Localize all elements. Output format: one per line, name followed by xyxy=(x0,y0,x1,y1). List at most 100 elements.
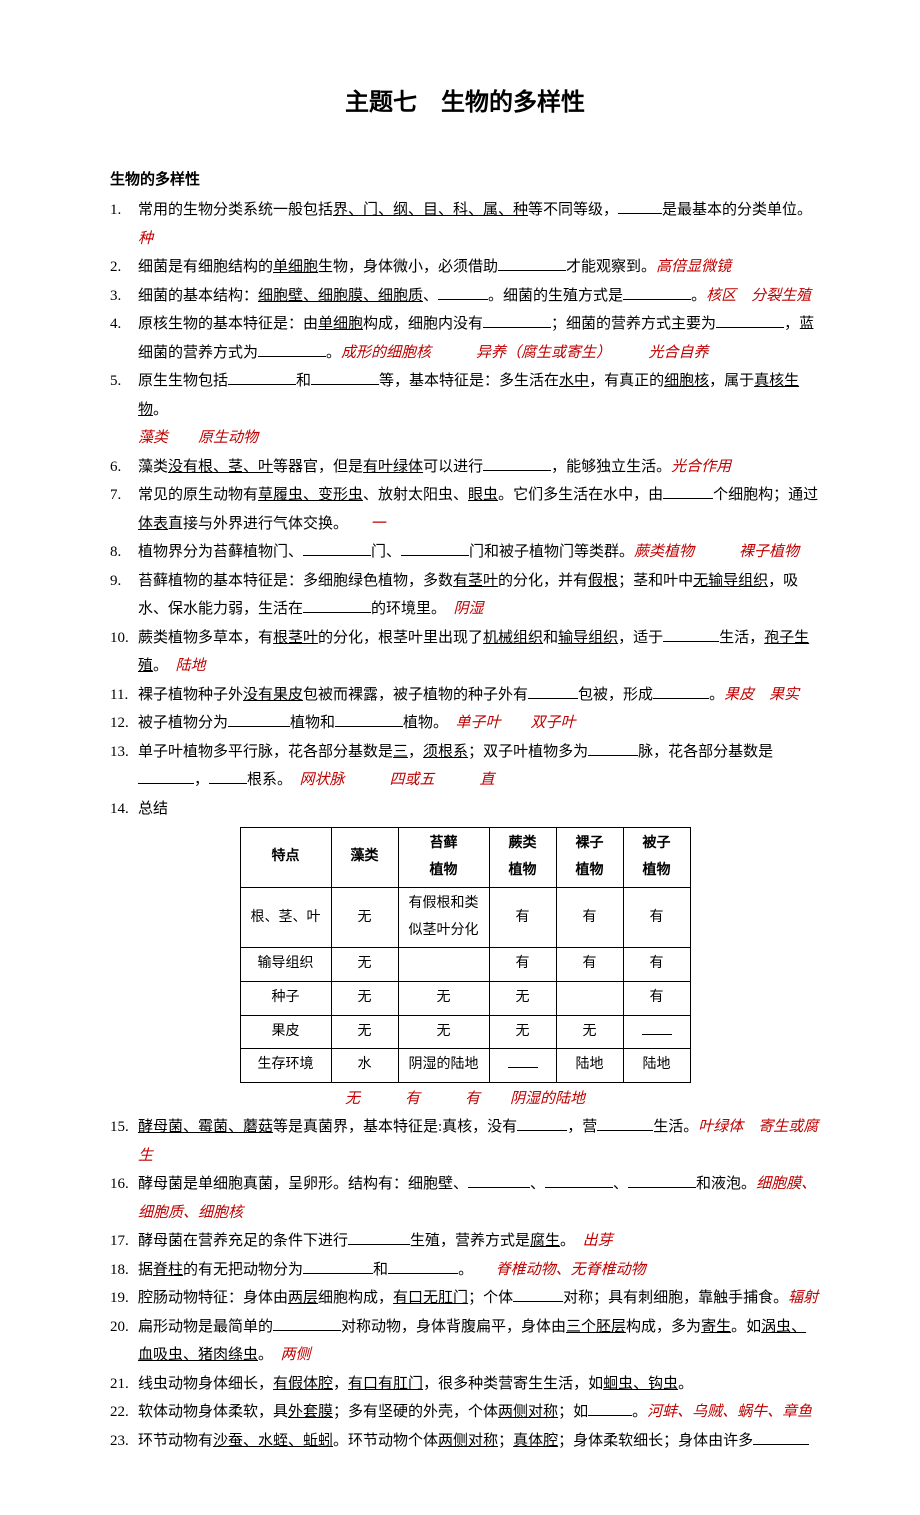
table-cell: 有 xyxy=(623,948,690,982)
table-cell: 无 xyxy=(331,1015,398,1049)
question-item: 12.被子植物分为植物和植物。 单子叶 双子叶 xyxy=(110,709,820,738)
question-item: 10.蕨类植物多草本，有根茎叶的分化，根茎叶里出现了机械组织和输导组织，适于生活… xyxy=(110,624,820,681)
question-item: 18. 据脊柱的有无把动物分为和。 脊椎动物、无脊椎动物 xyxy=(110,1256,820,1285)
question-item: 8.植物界分为苔藓植物门、门、门和被子植物门等类群。蕨类植物 裸子植物 xyxy=(110,538,820,567)
question-item: 5. 原生生物包括和等，基本特征是：多生活在水中，有真正的细胞核，属于真核生物。 xyxy=(110,367,820,424)
question-item: 19. 腔肠动物特征：身体由两层细胞构成，有口无肛门；个体对称；具有刺细胞，靠触手… xyxy=(110,1284,820,1313)
table-header: 蕨类植物 xyxy=(489,828,556,888)
table-header: 裸子植物 xyxy=(556,828,623,888)
question-item: 20.扁形动物是最简单的对称动物，身体背腹扁平，身体由三个胚层构成，多为寄生。如… xyxy=(110,1313,820,1370)
table-row: 种子无无无有 xyxy=(240,982,690,1016)
table-cell: 有 xyxy=(623,982,690,1016)
item-number: 11. xyxy=(110,681,128,710)
table-cell: 无 xyxy=(398,1015,489,1049)
table-header: 特点 xyxy=(240,828,331,888)
answer-inline: 单子叶 双子叶 xyxy=(456,715,576,731)
answer-inline: 蕨类植物 裸子植物 xyxy=(634,544,799,560)
table-row: 果皮无无无无 xyxy=(240,1015,690,1049)
question-item: 22.软体动物身体柔软，具外套膜；多有坚硬的外壳，个体两侧对称；如。河蚌、乌贼、… xyxy=(110,1398,820,1427)
table-row: 生存环境水阴湿的陆地 陆地陆地 xyxy=(240,1049,690,1083)
item-text: 环节动物有沙蚕、水蛭、蚯蚓。环节动物个体两侧对称；真体腔；身体柔软细长；身体由许… xyxy=(138,1433,809,1449)
question-item: 6.藻类没有根、茎、叶等器官，但是有叶绿体可以进行，能够独立生活。光合作用 xyxy=(110,453,820,482)
item-number: 4. xyxy=(110,310,121,339)
item-number: 23. xyxy=(110,1427,129,1456)
item-number: 15. xyxy=(110,1113,129,1142)
item-text: 原生生物包括和等，基本特征是：多生活在水中，有真正的细胞核，属于真核生物。 xyxy=(138,373,799,418)
item-number: 16. xyxy=(110,1170,129,1199)
table-cell: 有 xyxy=(556,888,623,948)
item-number: 19. xyxy=(110,1284,129,1313)
item-number: 22. xyxy=(110,1398,129,1427)
question-item: 23. 环节动物有沙蚕、水蛭、蚯蚓。环节动物个体两侧对称；真体腔；身体柔软细长；身… xyxy=(110,1427,820,1456)
table-header: 被子植物 xyxy=(623,828,690,888)
item-text: 酵母菌、霉菌、蘑菇等是真菌界，基本特征是:真核，没有，营生活。叶绿体 寄生或腐生 xyxy=(138,1119,818,1164)
table-cell: 无 xyxy=(556,1015,623,1049)
item-number: 6. xyxy=(110,453,121,482)
table-cell xyxy=(489,1049,556,1083)
question-item: 2.细菌是有细胞结构的单细胞生物，身体微小，必须借助才能观察到。高倍显微镜 xyxy=(110,253,820,282)
table-cell: 果皮 xyxy=(240,1015,331,1049)
table-cell: 陆地 xyxy=(623,1049,690,1083)
item-text: 裸子植物种子外没有果皮包被而裸露，被子植物的种子外有包被，形成。果皮 果实 xyxy=(138,687,799,703)
question-item: 3.细菌的基本结构：细胞壁、细胞膜、细胞质、。细菌的生殖方式是。核区 分裂生殖 xyxy=(110,282,820,311)
table-row: 输导组织无有有有 xyxy=(240,948,690,982)
question-item: 7.常见的原生动物有草履虫、变形虫、放射太阳虫、眼虫。它们多生活在水中，由个细胞… xyxy=(110,481,820,538)
item-text: 据脊柱的有无把动物分为和。 脊椎动物、无脊椎动物 xyxy=(138,1262,646,1278)
item-text: 苔藓植物的基本特征是：多细胞绿色植物，多数有茎叶的分化，并有假根；茎和叶中无输导… xyxy=(138,573,798,618)
item-number: 21. xyxy=(110,1370,129,1399)
item-number: 13. xyxy=(110,738,129,767)
table-cell xyxy=(623,1015,690,1049)
table-header: 苔藓植物 xyxy=(398,828,489,888)
table-cell: 无 xyxy=(331,888,398,948)
table-cell: 无 xyxy=(489,1015,556,1049)
item-text: 常用的生物分类系统一般包括界、门、纲、目、科、属、种等不同等级，是最基本的分类单… xyxy=(138,202,812,218)
table-cell: 无 xyxy=(398,982,489,1016)
question-item: 14. 总结 xyxy=(110,795,820,824)
item-text: 蕨类植物多草本，有根茎叶的分化，根茎叶里出现了机械组织和输导组织，适于生活，孢子… xyxy=(138,630,809,675)
table-cell: 阴湿的陆地 xyxy=(398,1049,489,1083)
table-cell: 水 xyxy=(331,1049,398,1083)
answer-inline: 成形的细胞核 异养（腐生或寄生） 光合自养 xyxy=(341,345,709,361)
item-number: 14. xyxy=(110,795,129,824)
answer-inline: 辐射 xyxy=(788,1290,818,1306)
answer-inline: 河蚌、乌贼、蜗牛、章鱼 xyxy=(647,1404,812,1420)
item-text: 植物界分为苔藓植物门、门、门和被子植物门等类群。蕨类植物 裸子植物 xyxy=(138,544,799,560)
answer-inline: 网状脉 四或五 直 xyxy=(300,772,495,788)
table-cell: 根、茎、叶 xyxy=(240,888,331,948)
item-text: 单子叶植物多平行脉，花各部分基数是三，须根系；双子叶植物多为脉，花各部分基数是，… xyxy=(138,744,773,789)
item-number: 12. xyxy=(110,709,129,738)
table-cell: 陆地 xyxy=(556,1049,623,1083)
item-text: 细菌的基本结构：细胞壁、细胞膜、细胞质、。细菌的生殖方式是。核区 分裂生殖 xyxy=(138,288,811,304)
table-cell: 无 xyxy=(489,982,556,1016)
summary-table: 特点藻类苔藓植物蕨类植物裸子植物被子植物 根、茎、叶无有假根和类似茎叶分化有有有… xyxy=(240,827,691,1083)
table-header: 藻类 xyxy=(331,828,398,888)
question-item: 15. 酵母菌、霉菌、蘑菇等是真菌界，基本特征是:真核，没有，营生活。叶绿体 寄生… xyxy=(110,1113,820,1170)
question-item: 16. 酵母菌是单细胞真菌，呈卵形。结构有：细胞壁、、、和液泡。细胞膜、细胞质、细… xyxy=(110,1170,820,1227)
question-item: 4.原核生物的基本特征是：由单细胞构成，细胞内没有；细菌的营养方式主要为，蓝细菌… xyxy=(110,310,820,367)
table-cell: 有 xyxy=(489,948,556,982)
answer-inline: 光合作用 xyxy=(671,459,731,475)
table-cell: 无 xyxy=(331,948,398,982)
item-text: 酵母菌是单细胞真菌，呈卵形。结构有：细胞壁、、、和液泡。细胞膜、细胞质、细胞核 xyxy=(138,1176,816,1221)
answer-line: 藻类 原生动物 xyxy=(138,430,258,446)
item-text: 腔肠动物特征：身体由两层细胞构成，有口无肛门；个体对称；具有刺细胞，靠触手捕食。… xyxy=(138,1290,818,1306)
question-item: 13. 单子叶植物多平行脉，花各部分基数是三，须根系；双子叶植物多为脉，花各部分基… xyxy=(110,738,820,795)
answer-inline: 高倍显微镜 xyxy=(656,259,731,275)
question-list-2: 15. 酵母菌、霉菌、蘑菇等是真菌界，基本特征是:真核，没有，营生活。叶绿体 寄生… xyxy=(110,1113,820,1455)
item-number: 18. xyxy=(110,1256,129,1285)
item-number: 1. xyxy=(110,196,121,225)
item-text: 总结 xyxy=(138,801,168,817)
answer-inline: 出芽 xyxy=(583,1233,613,1249)
item-number: 5. xyxy=(110,367,121,396)
table-answers: 无 有 有 阴湿的陆地 xyxy=(110,1085,820,1114)
answer-inline: 一 xyxy=(371,516,386,532)
table-cell xyxy=(556,982,623,1016)
table-row: 根、茎、叶无有假根和类似茎叶分化有有有 xyxy=(240,888,690,948)
item-number: 20. xyxy=(110,1313,129,1342)
item-text: 常见的原生动物有草履虫、变形虫、放射太阳虫、眼虫。它们多生活在水中，由个细胞构；… xyxy=(138,487,818,532)
question-item: 11. 裸子植物种子外没有果皮包被而裸露，被子植物的种子外有包被，形成。果皮 果实 xyxy=(110,681,820,710)
table-cell: 生存环境 xyxy=(240,1049,331,1083)
table-cell xyxy=(398,948,489,982)
answer-inline: 陆地 xyxy=(176,658,206,674)
question-list-1: 1. 常用的生物分类系统一般包括界、门、纲、目、科、属、种等不同等级，是最基本的分… xyxy=(110,196,820,823)
